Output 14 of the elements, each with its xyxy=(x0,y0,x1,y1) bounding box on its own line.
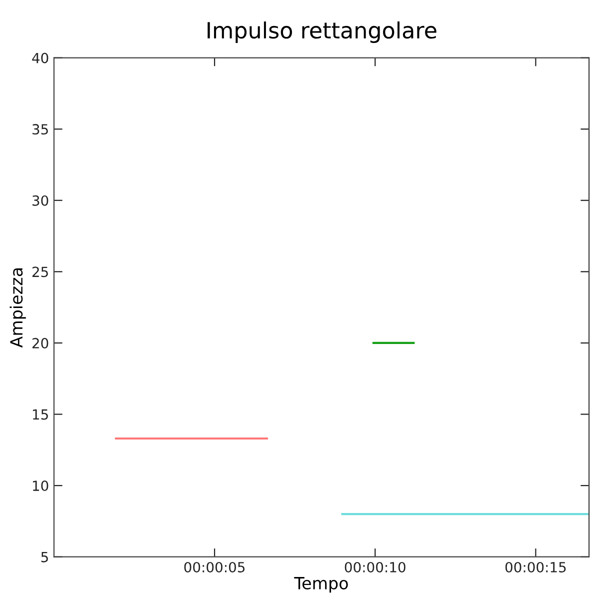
x-tick-label: 00:00:05 xyxy=(184,562,245,572)
y-tick-label: 40 xyxy=(32,52,48,64)
y-tick-label: 25 xyxy=(32,266,48,278)
y-tick-label: 10 xyxy=(32,480,48,492)
chart-title: Impulso rettangolare xyxy=(208,21,436,43)
x-tick-label: 00:00:15 xyxy=(505,562,566,572)
y-axis-title: Ampiezza xyxy=(10,268,26,348)
y-tick-label: 20 xyxy=(32,338,48,348)
y-tick-label: 5 xyxy=(41,552,48,562)
y-tick-label: 30 xyxy=(32,195,48,206)
y-tick-label: 15 xyxy=(32,409,48,420)
y-tick-label: 35 xyxy=(32,124,48,135)
x-tick-label: 00:00:10 xyxy=(344,562,406,572)
x-axis-title: Tempo xyxy=(294,577,348,593)
